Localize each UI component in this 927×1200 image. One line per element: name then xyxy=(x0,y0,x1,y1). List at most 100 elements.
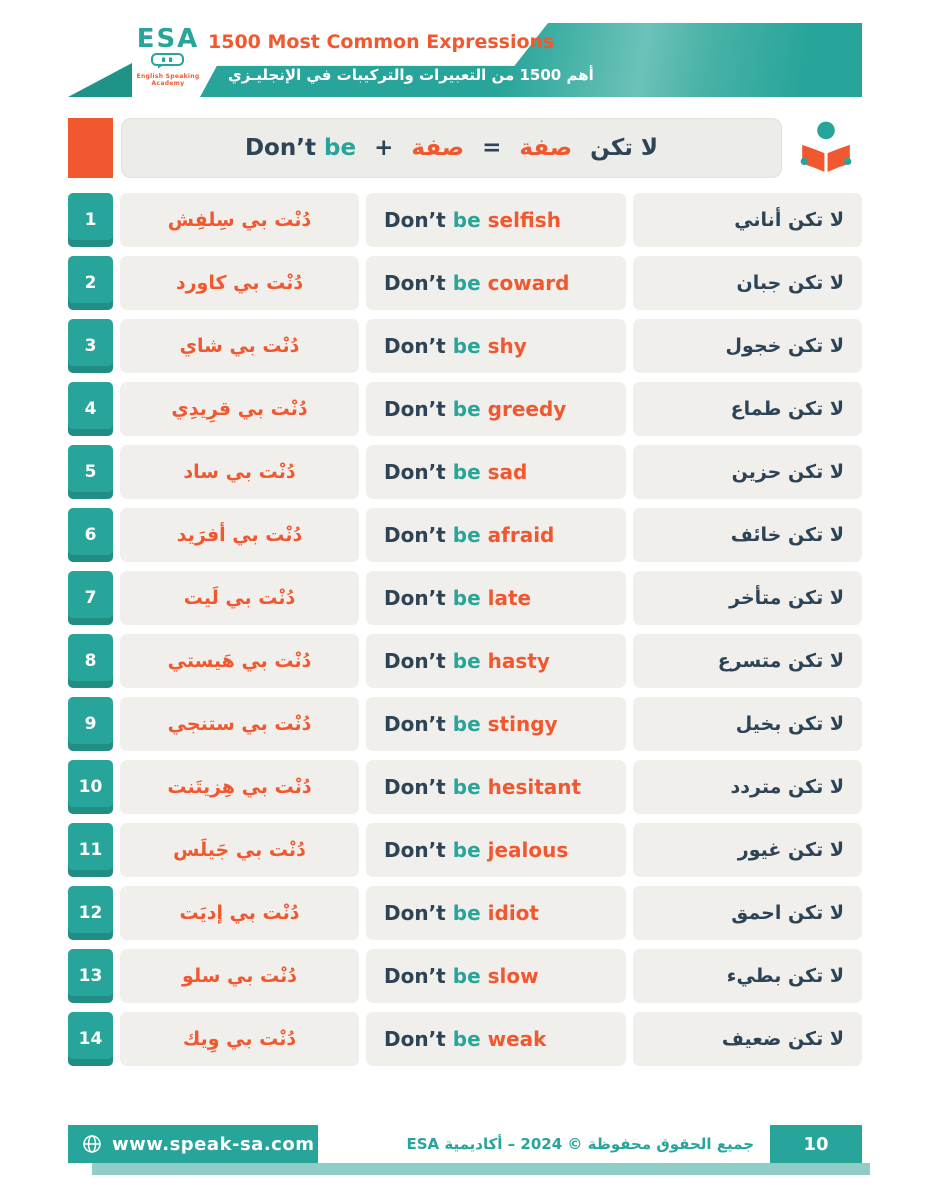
english-be: be xyxy=(452,775,481,799)
transliteration-text: دُنْت بي قرِيدِي xyxy=(171,398,308,420)
booklet-title: 1500 Most Common Expressions xyxy=(208,31,555,53)
row-number: 10 xyxy=(78,777,103,797)
row-number-badge: 13 xyxy=(68,949,113,1003)
english-be: be xyxy=(452,649,481,673)
row-number: 6 xyxy=(84,525,97,545)
english-dont: Don’t xyxy=(384,334,446,358)
row-number-badge: 9 xyxy=(68,697,113,751)
english-cell: Don’t be stingy xyxy=(366,697,626,751)
table-row: 7 دُنْت بي لَيت Don’t be late لا تكن متأ… xyxy=(68,571,862,625)
transliteration-text: دُنْت بي هِزيتَنت xyxy=(167,776,312,798)
english-be: be xyxy=(452,838,481,862)
english-dont: Don’t xyxy=(384,586,446,610)
speech-bubble-icon xyxy=(151,53,184,69)
english-be: be xyxy=(452,901,481,925)
transliteration-text: دُنْت بي ستنجي xyxy=(167,713,312,735)
row-number: 12 xyxy=(78,903,103,923)
header-band: ESA English Speaking Academy 1500 Most C… xyxy=(68,23,862,97)
english-adjective: weak xyxy=(487,1027,547,1051)
english-be: be xyxy=(452,334,481,358)
row-number: 9 xyxy=(84,714,97,734)
transliteration-text: دُنْت بي وِيك xyxy=(182,1028,297,1050)
person-reading-icon xyxy=(800,121,852,172)
reader-icon-box xyxy=(790,118,862,178)
arabic-translation-cell: لا تكن متردد xyxy=(633,760,862,814)
arabic-translation-cell: لا تكن بطيء xyxy=(633,949,862,1003)
title-plus: + xyxy=(374,135,394,161)
english-adjective: afraid xyxy=(487,523,555,547)
transliteration-text: دُنْت بي سِلفِش xyxy=(167,209,312,231)
table-row: 2 دُنْت بي كاورد Don’t be coward لا تكن … xyxy=(68,256,862,310)
row-number: 11 xyxy=(78,840,103,860)
table-row: 4 دُنْت بي قرِيدِي Don’t be greedy لا تك… xyxy=(68,382,862,436)
english-dont: Don’t xyxy=(384,838,446,862)
transliteration-cell: دُنْت بي سِلفِش xyxy=(120,193,359,247)
transliteration-text: دُنْت بي جَيلَس xyxy=(173,839,306,861)
copyright-text: جميع الحقوق محفوظة © 2024 – أكاديمية ESA xyxy=(406,1135,754,1153)
title-arabic-sifa-2: صفة xyxy=(411,135,465,161)
transliteration-text: دُنْت بي سلو xyxy=(182,965,297,987)
arabic-translation-cell: لا تكن جبان xyxy=(633,256,862,310)
transliteration-cell: دُنْت بي قرِيدِي xyxy=(120,382,359,436)
english-adjective: selfish xyxy=(487,208,561,232)
row-number-badge: 2 xyxy=(68,256,113,310)
english-dont: Don’t xyxy=(384,649,446,673)
row-number-badge: 5 xyxy=(68,445,113,499)
row-number: 4 xyxy=(84,399,97,419)
english-dont: Don’t xyxy=(384,271,446,295)
table-row: 5 دُنْت بي ساد Don’t be sad لا تكن حزين xyxy=(68,445,862,499)
website-url[interactable]: www.speak-sa.com xyxy=(112,1133,315,1155)
english-dont: Don’t xyxy=(384,1027,446,1051)
transliteration-cell: دُنْت بي هِزيتَنت xyxy=(120,760,359,814)
transliteration-cell: دُنْت بي إديَت xyxy=(120,886,359,940)
english-be: be xyxy=(452,523,481,547)
english-dont: Don’t xyxy=(384,901,446,925)
title-be: be xyxy=(323,135,357,161)
website-box[interactable]: www.speak-sa.com xyxy=(68,1125,318,1163)
row-number: 13 xyxy=(78,966,103,986)
english-cell: Don’t be afraid xyxy=(366,508,626,562)
page-number-badge: 10 xyxy=(770,1125,862,1163)
transliteration-text: دُنْت بي كاورد xyxy=(175,272,304,294)
globe-icon xyxy=(83,1135,101,1153)
transliteration-text: دُنْت بي شاي xyxy=(179,335,300,357)
transliteration-cell: دُنْت بي أفرَيد xyxy=(120,508,359,562)
english-dont: Don’t xyxy=(384,208,446,232)
table-row: 8 دُنْت بي هَيستي Don’t be hasty لا تكن … xyxy=(68,634,862,688)
row-number-badge: 3 xyxy=(68,319,113,373)
transliteration-cell: دُنْت بي سلو xyxy=(120,949,359,1003)
transliteration-text: دُنْت بي أفرَيد xyxy=(176,524,303,546)
english-cell: Don’t be hasty xyxy=(366,634,626,688)
arabic-translation-text: لا تكن ضعيف xyxy=(721,1028,844,1050)
transliteration-cell: دُنْت بي ساد xyxy=(120,445,359,499)
english-be: be xyxy=(452,397,481,421)
title-equals: = xyxy=(482,135,502,161)
row-number: 8 xyxy=(84,651,97,671)
english-adjective: stingy xyxy=(487,712,558,736)
lesson-title-bar: لا تكن صفة = صفة + Don’t be xyxy=(121,118,782,178)
english-adjective: coward xyxy=(487,271,570,295)
row-number-badge: 1 xyxy=(68,193,113,247)
lesson-title-row: لا تكن صفة = صفة + Don’t be xyxy=(68,118,862,178)
row-number-badge: 12 xyxy=(68,886,113,940)
row-number-badge: 11 xyxy=(68,823,113,877)
english-dont: Don’t xyxy=(384,775,446,799)
arabic-translation-cell: لا تكن خجول xyxy=(633,319,862,373)
arabic-translation-cell: لا تكن متأخر xyxy=(633,571,862,625)
arabic-translation-text: لا تكن بطيء xyxy=(726,965,844,987)
row-number-badge: 7 xyxy=(68,571,113,625)
english-be: be xyxy=(452,208,481,232)
english-adjective: late xyxy=(487,586,532,610)
english-cell: Don’t be jealous xyxy=(366,823,626,877)
row-number-badge: 6 xyxy=(68,508,113,562)
english-be: be xyxy=(452,1027,481,1051)
arabic-translation-text: لا تكن احمق xyxy=(731,902,844,924)
lesson-title-text: لا تكن صفة = صفة + Don’t be xyxy=(240,135,663,161)
arabic-translation-cell: لا تكن حزين xyxy=(633,445,862,499)
arabic-translation-text: لا تكن جبان xyxy=(736,272,844,294)
english-adjective: jealous xyxy=(487,838,569,862)
booklet-subtitle-arabic: أهم 1500 من التعبيرات والتركيبات في الإن… xyxy=(228,66,594,84)
english-dont: Don’t xyxy=(384,397,446,421)
english-dont: Don’t xyxy=(384,964,446,988)
